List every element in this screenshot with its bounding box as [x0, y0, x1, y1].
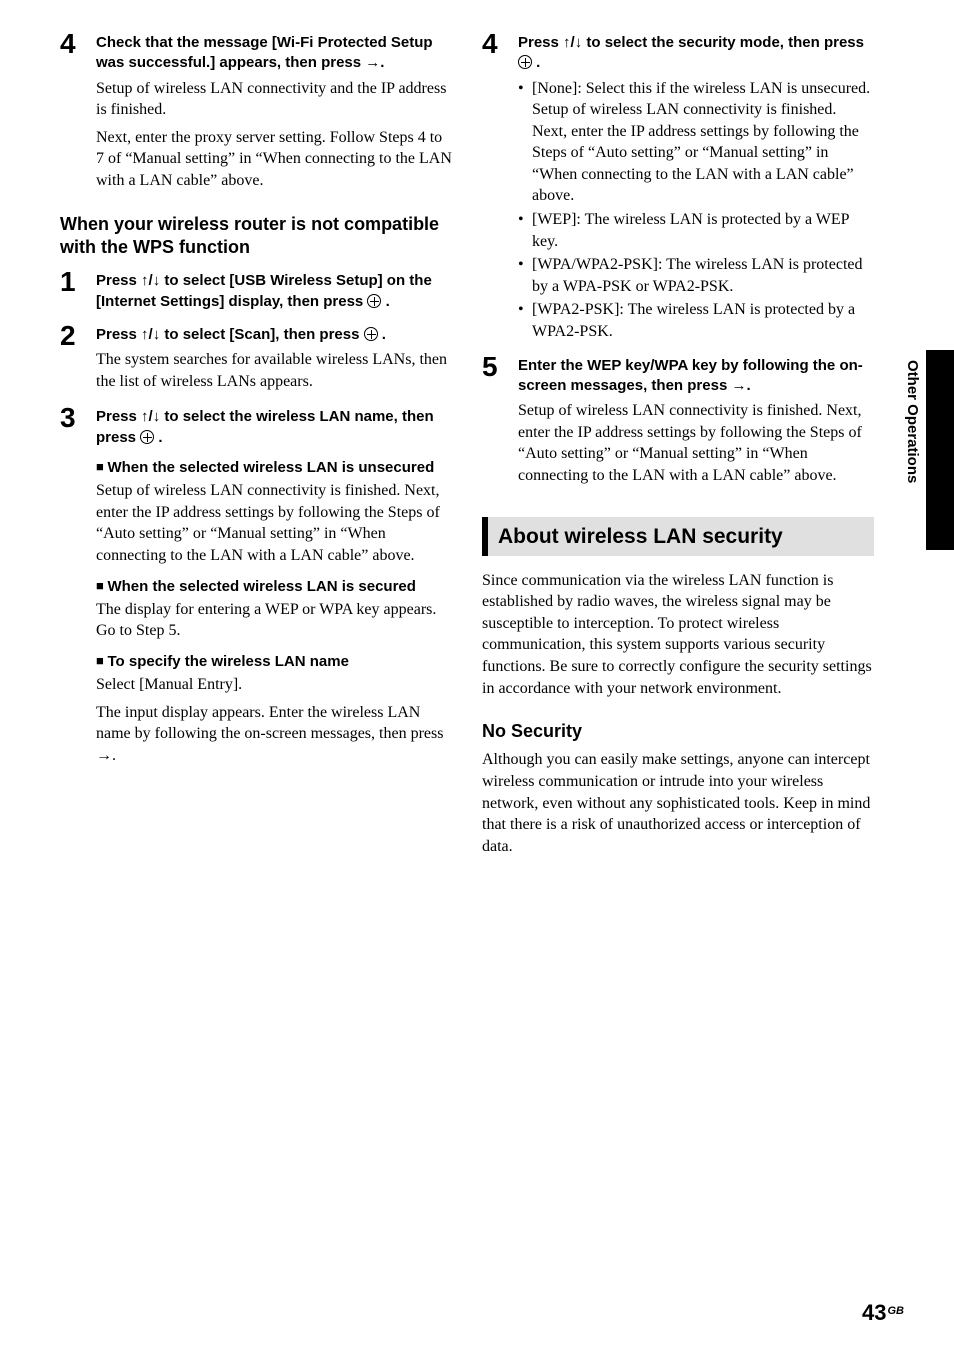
step-body: Press ↑/↓ to select [Scan], then press .… [96, 322, 452, 398]
page-region: GB [888, 1305, 905, 1317]
step-paragraph: The display for entering a WEP or WPA ke… [96, 599, 452, 642]
step-heading: Press ↑/↓ to select [USB Wireless Setup]… [96, 271, 452, 312]
left-step-3: 3 Press ↑/↓ to select the wireless LAN n… [60, 404, 452, 772]
left-step-4: 4 Check that the message [Wi-Fi Protecte… [60, 30, 452, 197]
text: . [112, 747, 116, 764]
bullet-dot-icon: • [518, 78, 532, 208]
text: . [158, 429, 162, 446]
bullet-item: •[WPA2-PSK]: The wireless LAN is protect… [518, 299, 874, 342]
step-number: 5 [482, 353, 518, 381]
section-title-bar: About wireless LAN security [482, 517, 874, 556]
page-number: 43GB [862, 1298, 904, 1328]
text: . [386, 293, 390, 310]
step-heading: Press ↑/↓ to select the wireless LAN nam… [96, 407, 452, 448]
step-paragraph: The input display appears. Enter the wir… [96, 702, 452, 767]
step-number: 4 [482, 30, 518, 58]
bullet-text: [WEP]: The wireless LAN is protected by … [532, 209, 874, 252]
two-column-layout: 4 Check that the message [Wi-Fi Protecte… [60, 30, 904, 869]
text: Enter the WEP key/WPA key by following t… [518, 357, 863, 394]
step-paragraph: Setup of wireless LAN connectivity and t… [96, 78, 452, 121]
step-heading: Press ↑/↓ to select the security mode, t… [518, 33, 874, 74]
step-paragraph: Select [Manual Entry]. [96, 674, 452, 696]
text: Press [96, 326, 141, 343]
bullet-dot-icon: • [518, 209, 532, 252]
text: When the selected wireless LAN is secure… [107, 578, 415, 595]
updown-arrow-icon: ↑/↓ [141, 326, 160, 343]
text: The input display appears. Enter the wir… [96, 704, 443, 743]
step-body: Press ↑/↓ to select the wireless LAN nam… [96, 404, 452, 772]
step-body: Press ↑/↓ to select the security mode, t… [518, 30, 874, 347]
step-heading: Check that the message [Wi-Fi Protected … [96, 33, 452, 74]
square-subheading: ■ To specify the wireless LAN name [96, 652, 452, 672]
bullet-text: [WPA2-PSK]: The wireless LAN is protecte… [532, 299, 874, 342]
step-heading: Enter the WEP key/WPA key by following t… [518, 356, 874, 397]
right-step-4: 4 Press ↑/↓ to select the security mode,… [482, 30, 874, 347]
square-bullet-icon: ■ [96, 653, 107, 668]
right-arrow-icon: → [96, 747, 112, 764]
text: When the selected wireless LAN is unsecu… [107, 459, 434, 476]
text: Press [96, 408, 141, 425]
step-paragraph: Setup of wireless LAN connectivity is fi… [518, 400, 874, 486]
side-tab-label: Other Operations [902, 360, 922, 483]
bullet-text: [None]: Select this if the wireless LAN … [532, 78, 874, 208]
step-body: Check that the message [Wi-Fi Protected … [96, 30, 452, 197]
updown-arrow-icon: ↑/↓ [563, 34, 582, 51]
step-paragraph: Setup of wireless LAN connectivity is fi… [96, 480, 452, 566]
step-paragraph: The system searches for available wirele… [96, 349, 452, 392]
square-subheading: ■ When the selected wireless LAN is unse… [96, 458, 452, 478]
left-step-2: 2 Press ↑/↓ to select [Scan], then press… [60, 322, 452, 398]
bullet-item: •[WEP]: The wireless LAN is protected by… [518, 209, 874, 252]
right-arrow-icon: → [365, 54, 380, 71]
step-heading: Press ↑/↓ to select [Scan], then press . [96, 325, 452, 345]
body-paragraph: Although you can easily make settings, a… [482, 749, 874, 857]
right-column: 4 Press ↑/↓ to select the security mode,… [482, 30, 904, 869]
text: Press [518, 34, 563, 51]
left-step-1: 1 Press ↑/↓ to select [USB Wireless Setu… [60, 268, 452, 316]
heading-3: No Security [482, 719, 874, 743]
step-body: Enter the WEP key/WPA key by following t… [518, 353, 874, 493]
bullet-text: [WPA/WPA2-PSK]: The wireless LAN is prot… [532, 254, 874, 297]
enter-icon [367, 294, 381, 308]
updown-arrow-icon: ↑/↓ [141, 272, 160, 289]
bullet-list: •[None]: Select this if the wireless LAN… [518, 78, 874, 343]
text: to select the security mode, then press [582, 34, 864, 51]
square-bullet-icon: ■ [96, 578, 107, 593]
right-arrow-icon: → [731, 377, 746, 394]
step-number: 2 [60, 322, 96, 350]
step-number: 4 [60, 30, 96, 58]
left-column: 4 Check that the message [Wi-Fi Protecte… [60, 30, 452, 869]
right-step-5: 5 Enter the WEP key/WPA key by following… [482, 353, 874, 493]
square-subheading: ■ When the selected wireless LAN is secu… [96, 577, 452, 597]
page-num-value: 43 [862, 1300, 886, 1325]
enter-icon [364, 327, 378, 341]
updown-arrow-icon: ↑/↓ [141, 408, 160, 425]
text: to select [Scan], then press [160, 326, 363, 343]
body-paragraph: Since communication via the wireless LAN… [482, 570, 874, 700]
text: . [380, 54, 384, 71]
bullet-dot-icon: • [518, 299, 532, 342]
text: . [382, 326, 386, 343]
step-number: 1 [60, 268, 96, 296]
text: To specify the wireless LAN name [107, 653, 348, 670]
square-bullet-icon: ■ [96, 459, 107, 474]
side-tab-marker [926, 350, 954, 550]
step-body: Press ↑/↓ to select [USB Wireless Setup]… [96, 268, 452, 316]
subheading: When your wireless router is not compati… [60, 213, 452, 258]
bullet-item: •[WPA/WPA2-PSK]: The wireless LAN is pro… [518, 254, 874, 297]
step-paragraph: Next, enter the proxy server setting. Fo… [96, 127, 452, 192]
step-number: 3 [60, 404, 96, 432]
text: . [536, 54, 540, 71]
enter-icon [518, 55, 532, 69]
text: Press [96, 272, 141, 289]
text: . [746, 377, 750, 394]
enter-icon [140, 430, 154, 444]
bullet-dot-icon: • [518, 254, 532, 297]
bullet-item: •[None]: Select this if the wireless LAN… [518, 78, 874, 208]
